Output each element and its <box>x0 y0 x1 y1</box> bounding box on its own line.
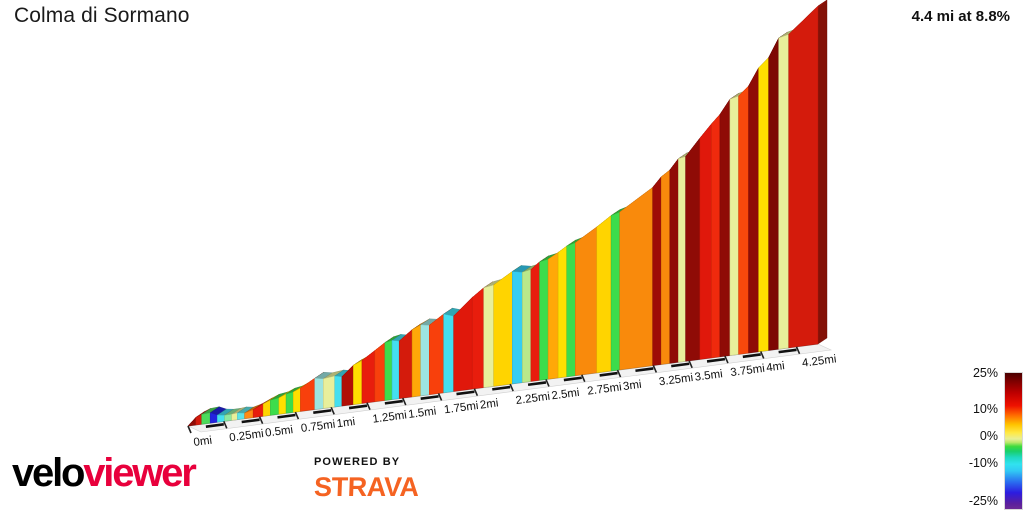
axis-segment-mark <box>313 409 332 414</box>
axis-segment-mark <box>384 399 403 405</box>
legend-label-0: 25% <box>972 366 998 380</box>
axis-tick-label: 1.25mi <box>372 409 408 425</box>
page-title: Colma di Sormano <box>14 4 190 27</box>
axis-tick-label: 4mi <box>766 360 786 374</box>
axis-tick <box>437 393 443 401</box>
axis-segment-mark <box>456 390 475 396</box>
legend-label-4: -25% <box>968 494 998 508</box>
axis-segment-mark <box>671 362 690 368</box>
axis-tick <box>330 407 335 415</box>
axis-tick <box>759 351 765 359</box>
axis-tick-label: 1.5mi <box>408 405 437 421</box>
axis-tick <box>294 411 300 420</box>
axis-tick <box>616 369 622 378</box>
veloviewer-logo[interactable]: veloviewer <box>12 451 197 495</box>
axis-segment-mark <box>563 376 582 382</box>
profile-bars <box>187 0 828 427</box>
axis-segment-mark <box>527 381 547 387</box>
axis-tick-label: 0.75mi <box>300 419 336 435</box>
axis-tick <box>688 360 693 369</box>
axis-segment-mark <box>635 367 654 373</box>
legend-label-2: 0% <box>979 429 998 443</box>
axis-tick-label: 3.25mi <box>658 372 694 388</box>
axis-segment-mark <box>599 371 618 377</box>
axis-tick-label: 4.25mi <box>801 353 837 369</box>
axis-tick-label: 2.75mi <box>587 381 623 397</box>
axis-tick <box>366 402 371 411</box>
axis-tick <box>258 416 264 424</box>
axis-tick-label: 3mi <box>622 379 642 393</box>
axis-tick-label: 3.5mi <box>694 368 723 384</box>
axis-segment-mark <box>778 348 797 354</box>
axis-tick <box>545 379 550 387</box>
axis-tick-label: 1.75mi <box>443 400 479 416</box>
axis-segment-mark <box>205 423 224 428</box>
axis-tick-label: 0mi <box>193 435 213 449</box>
axis-tick <box>581 374 586 383</box>
climb-summary: 4.4 mi at 8.8% <box>911 8 1010 25</box>
gradient-legend: 25% 10% 0% -10% -25% <box>960 366 1024 512</box>
gradient-colorbar <box>1004 372 1023 510</box>
axis-tick-label: 0.25mi <box>229 428 265 444</box>
profile-segment <box>788 0 828 349</box>
axis-tick <box>652 365 658 373</box>
axis-tick-label: 3.75mi <box>730 363 766 379</box>
axis-segment-mark <box>241 418 260 424</box>
axis-tick <box>795 346 801 355</box>
axis-tick <box>724 355 729 364</box>
axis-segment-mark <box>492 385 511 391</box>
axis-tick <box>187 425 192 434</box>
strava-logo[interactable]: STRAVA <box>313 472 420 502</box>
axis-segment-mark <box>348 404 368 410</box>
powered-by-label: POWERED BY <box>314 456 401 468</box>
axis-segment-mark <box>742 353 761 359</box>
axis-tick-label: 0.5mi <box>264 424 293 440</box>
axis-ticks: 0mi 0.25mi 0.5mi 0.75mi 1mi 1.25mi 1.5mi 1.75mi… <box>187 346 837 449</box>
axis-tick <box>473 388 479 397</box>
logo-text-viewer: viewer <box>83 451 197 495</box>
legend-label-3: -10% <box>968 456 998 470</box>
axis-tick <box>402 397 407 406</box>
axis-tick-label: 2.25mi <box>515 391 551 407</box>
axis-tick-label: 2.5mi <box>551 387 580 403</box>
axis-segment-mark <box>706 357 726 363</box>
axis-tick <box>223 421 228 429</box>
axis-tick <box>509 383 514 392</box>
axis-segment-mark <box>277 413 296 419</box>
logo-text-velo: velo <box>12 451 85 495</box>
axis-tick-label: 1mi <box>336 416 356 430</box>
legend-label-1: 10% <box>972 402 998 416</box>
axis-tick-label: 2mi <box>479 397 499 411</box>
axis-segment-mark <box>420 395 439 401</box>
